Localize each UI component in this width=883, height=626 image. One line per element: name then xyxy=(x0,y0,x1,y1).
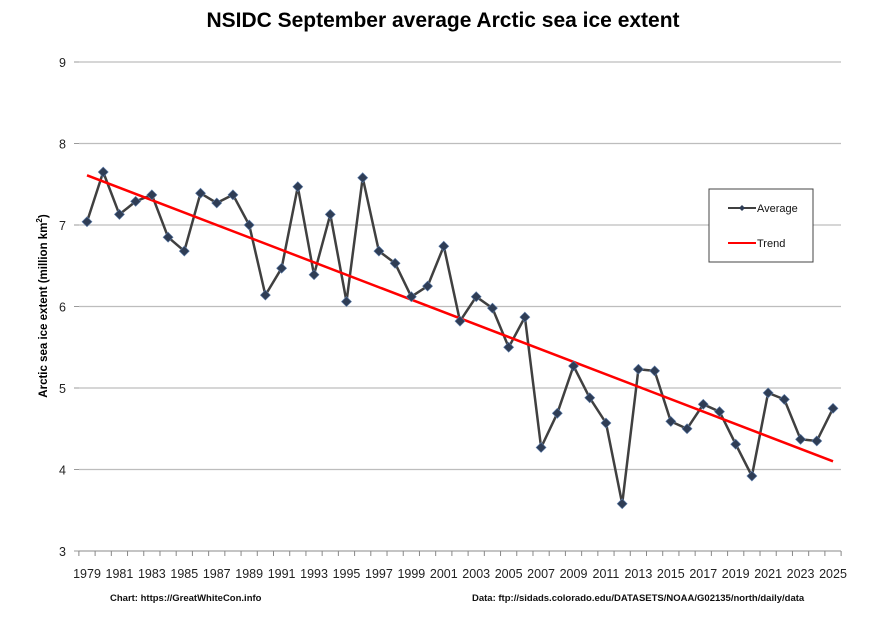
average-data-point xyxy=(665,415,677,427)
y-axis-label: Arctic sea ice extent (million km2) xyxy=(35,214,50,398)
y-tick-label: 8 xyxy=(59,138,66,152)
x-tick-label: 2025 xyxy=(819,567,847,581)
average-data-point xyxy=(551,407,563,419)
y-axis-label-superscript: 2 xyxy=(35,218,44,223)
x-tick-label: 1993 xyxy=(300,567,328,581)
y-axis-label-main: Arctic sea ice extent (million km xyxy=(38,223,50,398)
average-data-point xyxy=(195,187,206,199)
average-data-point xyxy=(730,438,742,450)
average-data-point xyxy=(97,166,109,178)
average-data-point xyxy=(243,219,255,231)
gridlines xyxy=(79,61,841,471)
x-tick-label: 2021 xyxy=(754,567,782,581)
average-data-point xyxy=(632,363,644,375)
average-data-point xyxy=(827,402,839,414)
chart-title: NSIDC September average Arctic sea ice e… xyxy=(206,9,679,32)
average-data-point xyxy=(454,315,466,327)
average-data-point xyxy=(697,398,709,410)
x-tick-label: 2019 xyxy=(722,567,750,581)
x-tick-label: 1999 xyxy=(397,567,425,581)
x-tick-label: 1997 xyxy=(365,567,393,581)
average-data-point xyxy=(714,406,725,418)
average-data-point xyxy=(324,208,336,220)
legend-average-marker xyxy=(739,205,745,211)
average-data-point xyxy=(357,172,369,184)
x-tick-label: 1979 xyxy=(73,567,101,581)
average-data-point xyxy=(178,245,190,257)
average-data-point xyxy=(130,195,142,207)
average-data-point xyxy=(146,189,158,201)
average-data-point xyxy=(341,296,352,308)
x-tick-label: 1985 xyxy=(170,567,198,581)
average-data-point xyxy=(762,387,774,399)
y-tick-label: 5 xyxy=(59,382,66,396)
average-data-point xyxy=(649,365,661,377)
x-tick-label: 1989 xyxy=(235,567,263,581)
average-data-point xyxy=(778,393,790,405)
average-data-point xyxy=(616,498,628,510)
average-data-point xyxy=(568,360,579,372)
x-tick-label: 2005 xyxy=(495,567,523,581)
legend-trend-label: Trend xyxy=(757,238,785,250)
average-data-point xyxy=(373,245,385,257)
y-axis-ticks: 3 4 5 6 7 8 9 xyxy=(59,56,79,559)
y-tick-label: 6 xyxy=(59,301,66,315)
average-data-point xyxy=(503,341,515,353)
average-data-point xyxy=(422,280,433,292)
x-tick-label: 2023 xyxy=(787,567,815,581)
average-data-point xyxy=(227,189,239,201)
average-data-point xyxy=(584,392,596,404)
average-data-point xyxy=(114,208,125,220)
plot-series xyxy=(81,166,839,510)
y-tick-label: 4 xyxy=(59,464,66,478)
average-data-point xyxy=(600,417,612,429)
x-tick-label: 1981 xyxy=(106,567,134,581)
average-data-point xyxy=(389,257,401,269)
average-data-point xyxy=(81,216,93,228)
average-data-point xyxy=(438,240,450,252)
x-tick-label: 2017 xyxy=(689,567,717,581)
x-tick-label: 1987 xyxy=(203,567,231,581)
average-data-point xyxy=(405,291,417,303)
y-tick-label: 3 xyxy=(59,545,66,559)
y-tick-label: 7 xyxy=(59,219,66,233)
average-data-point xyxy=(276,262,288,274)
legend: Average Trend xyxy=(708,188,814,263)
x-tick-label: 1995 xyxy=(333,567,361,581)
average-data-point xyxy=(535,442,547,453)
average-data-point xyxy=(746,470,758,482)
legend-average-label: Average xyxy=(757,203,798,215)
average-data-point xyxy=(211,197,223,209)
chart-credit: Chart: https://GreatWhiteCon.info xyxy=(110,593,262,604)
x-tick-label: 2013 xyxy=(624,567,652,581)
average-data-point xyxy=(519,311,531,323)
x-axis: 1979 1981 1983 1985 1987 1989 1991 1993 1995 1997… xyxy=(73,550,847,581)
average-data-point xyxy=(470,291,482,303)
x-tick-label: 1991 xyxy=(268,567,296,581)
average-data-point xyxy=(681,423,693,435)
x-tick-label: 2003 xyxy=(462,567,490,581)
x-tick-label: 2007 xyxy=(527,567,555,581)
data-credit: Data: ftp://sidads.colorado.edu/DATASETS… xyxy=(472,593,805,604)
average-data-point xyxy=(811,435,823,447)
average-data-point xyxy=(292,181,304,193)
x-tick-label: 2001 xyxy=(430,567,458,581)
average-data-point xyxy=(162,231,174,243)
y-axis-label-close: ) xyxy=(38,214,50,218)
x-tick-label: 2011 xyxy=(593,567,620,581)
legend-box xyxy=(708,188,814,263)
x-tick-label: 2009 xyxy=(560,567,588,581)
average-data-point xyxy=(487,302,498,314)
x-tick-label: 1983 xyxy=(138,567,166,581)
x-tick-label: 2015 xyxy=(657,567,685,581)
average-data-point xyxy=(795,433,806,445)
average-data-point xyxy=(259,289,271,301)
average-data-point xyxy=(308,269,320,281)
y-tick-label: 9 xyxy=(59,56,66,70)
